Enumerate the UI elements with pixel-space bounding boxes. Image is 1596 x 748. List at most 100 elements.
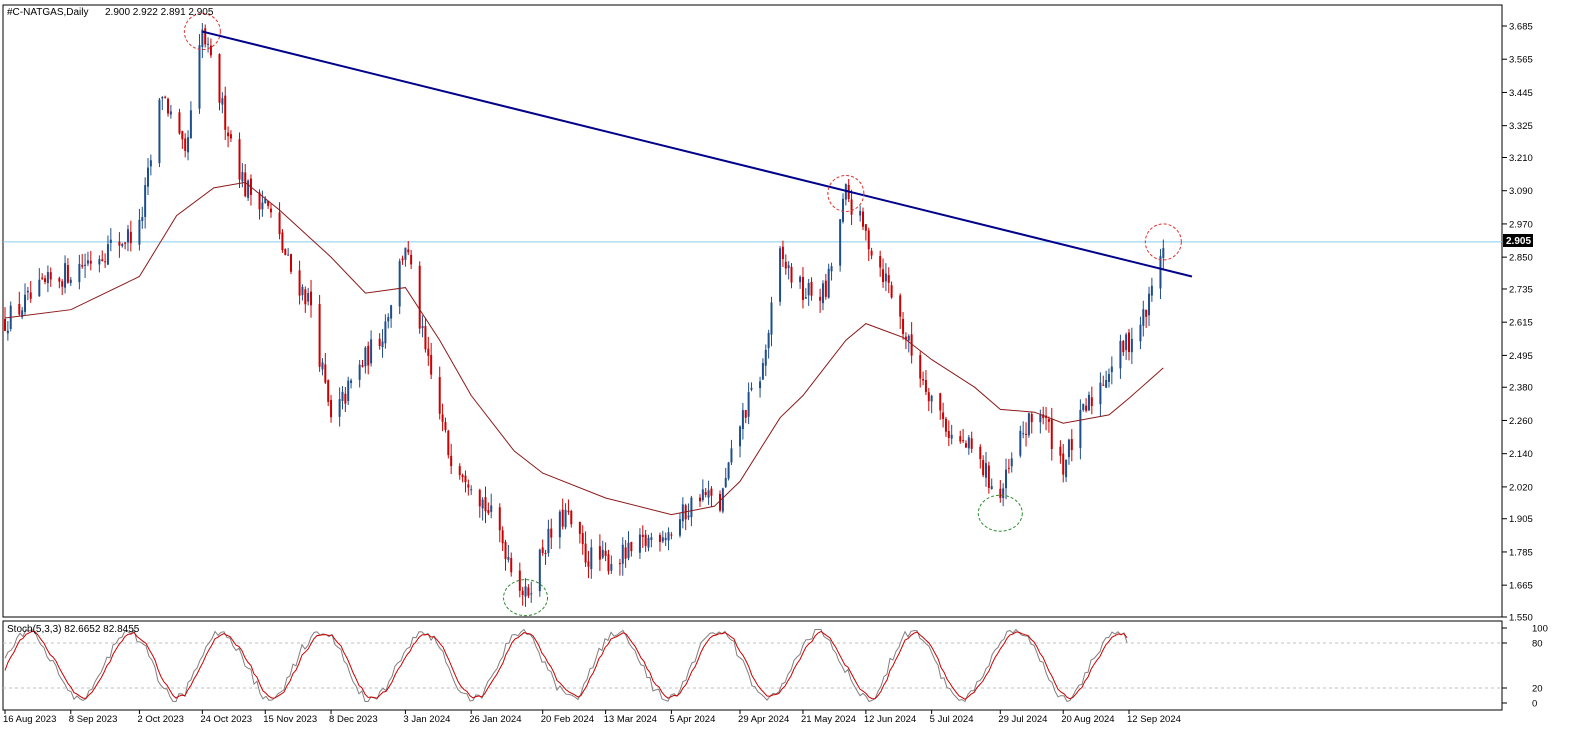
candle <box>484 486 487 524</box>
candle <box>970 431 973 453</box>
candle <box>267 201 270 209</box>
candle <box>187 130 190 161</box>
candle <box>558 509 561 549</box>
price-tick-label: 3.685 <box>1509 22 1533 33</box>
resistance-marker <box>183 13 221 51</box>
markers <box>183 13 1182 617</box>
candle <box>698 494 701 508</box>
candle <box>367 341 370 375</box>
candle <box>447 429 450 459</box>
candle <box>398 258 401 315</box>
candle <box>547 519 550 557</box>
resistance-marker <box>1144 223 1182 261</box>
candle <box>490 493 493 519</box>
candle <box>244 164 247 198</box>
price-tick-label: 3.090 <box>1509 186 1533 197</box>
candle <box>264 196 267 204</box>
candle <box>49 267 52 287</box>
candle <box>864 224 867 241</box>
candle <box>664 532 667 547</box>
candle <box>564 503 567 530</box>
candle <box>927 387 930 412</box>
candle <box>370 330 373 367</box>
candle <box>584 531 587 567</box>
candle <box>598 534 601 571</box>
candle <box>387 313 390 329</box>
candle <box>324 353 327 384</box>
candle <box>907 334 910 353</box>
stoch-tick-label: 20 <box>1532 684 1543 695</box>
price-axis: 3.685 3.565 3.445 3.325 3.210 3.090 2.970 2.850… <box>1502 22 1533 624</box>
candle <box>1142 300 1145 337</box>
candle <box>887 267 890 294</box>
candle <box>621 537 624 576</box>
candle <box>939 392 942 420</box>
candle <box>910 322 913 364</box>
candle <box>1065 459 1068 482</box>
candle <box>464 470 467 493</box>
candle <box>29 281 32 303</box>
candle <box>38 268 41 297</box>
resistance-marker <box>827 174 865 212</box>
candle <box>458 463 461 480</box>
candle <box>358 360 361 388</box>
candle <box>147 158 150 196</box>
candle <box>670 532 673 540</box>
candle <box>164 95 167 99</box>
candle <box>1099 372 1102 417</box>
candle <box>86 251 89 267</box>
candle <box>498 503 501 543</box>
candle <box>807 278 810 306</box>
stoch-axis: 100 80 20 0 <box>3 624 1548 710</box>
candle <box>1148 286 1151 327</box>
candle <box>229 130 232 142</box>
candle <box>1139 316 1142 350</box>
candle <box>384 314 387 349</box>
candle <box>101 250 104 262</box>
candle <box>418 261 421 334</box>
candle <box>1090 386 1093 415</box>
candle <box>364 346 367 374</box>
candle <box>61 279 64 296</box>
candle <box>1025 422 1028 447</box>
trendline <box>202 30 1193 278</box>
candle <box>81 253 84 269</box>
candle <box>189 101 192 139</box>
candle <box>638 528 641 559</box>
date-tick-label: 29 Jul 2024 <box>998 714 1047 725</box>
candle <box>1105 370 1108 388</box>
candle <box>481 497 484 521</box>
candle <box>129 220 132 252</box>
candle <box>959 430 962 444</box>
candle <box>1005 458 1008 500</box>
candle <box>278 202 281 240</box>
candle <box>990 478 993 490</box>
candle <box>947 420 950 447</box>
price-tick-label: 2.970 <box>1509 219 1533 230</box>
candle <box>804 288 807 299</box>
price-tick-label: 2.020 <box>1509 482 1533 493</box>
candle <box>64 255 67 294</box>
date-tick-label: 15 Nov 2023 <box>263 714 317 725</box>
candle <box>390 304 393 328</box>
candle <box>347 376 350 405</box>
candle <box>18 291 21 317</box>
candle <box>678 513 681 538</box>
candle <box>902 312 905 340</box>
candle <box>1119 334 1122 379</box>
candle <box>421 315 424 338</box>
candle <box>581 525 584 555</box>
candle <box>787 261 790 280</box>
candle <box>607 549 610 575</box>
stoch-lines <box>4 628 1128 703</box>
candle <box>350 378 353 389</box>
candle <box>161 96 164 111</box>
candle <box>647 534 650 552</box>
date-tick-label: 12 Sep 2024 <box>1127 714 1181 725</box>
candle <box>1059 440 1062 464</box>
candle <box>1079 399 1082 460</box>
date-tick-label: 3 Jan 2024 <box>403 714 450 725</box>
candle <box>124 242 127 250</box>
candle <box>567 499 570 515</box>
candle <box>301 284 304 301</box>
